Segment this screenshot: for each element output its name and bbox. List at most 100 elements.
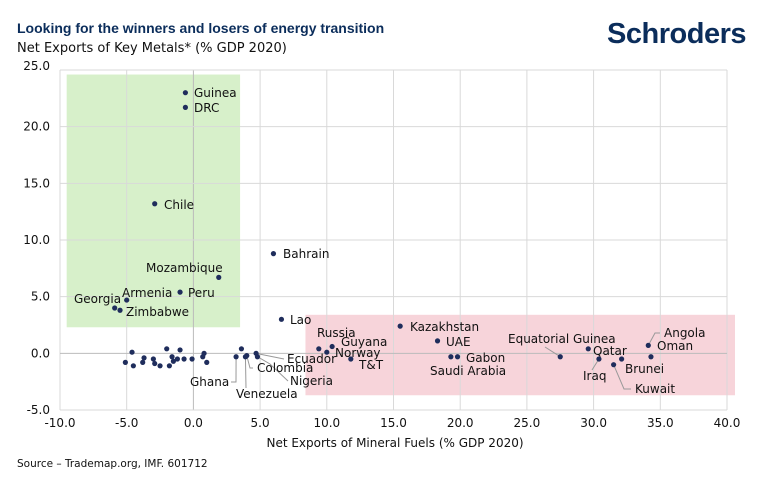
point-label-guyana: Guyana xyxy=(341,335,387,349)
point-label-saudi-arabia: Saudi Arabia xyxy=(430,364,506,378)
data-point xyxy=(152,360,158,367)
y-tick-label: 10.0 xyxy=(23,233,50,247)
point-label-norway: Norway xyxy=(335,346,381,360)
data-point xyxy=(170,358,176,364)
data-point xyxy=(130,363,136,369)
point-label-gabon: Gabon xyxy=(466,351,505,365)
leader-line-colombia xyxy=(246,355,253,369)
data-point xyxy=(177,347,183,353)
y-tick-label: 5.0 xyxy=(31,290,50,304)
data-point-nigeria xyxy=(254,354,261,360)
data-point xyxy=(189,356,195,362)
data-point xyxy=(181,356,187,362)
y-axis-label: Net Exports of Key Metals* (% GDP 2020) xyxy=(17,41,287,56)
x-tick-label: 15.0 xyxy=(380,416,407,430)
data-point-t-t xyxy=(348,356,354,362)
y-tick-label: 20.0 xyxy=(23,120,50,134)
point-label-guinea: Guinea xyxy=(194,86,237,100)
data-point-saudi-arabia xyxy=(448,354,454,360)
point-label-chile: Chile xyxy=(164,198,194,212)
data-point xyxy=(164,346,170,352)
data-point xyxy=(140,359,146,365)
data-point xyxy=(122,359,128,365)
data-point xyxy=(169,354,175,360)
point-label-equatorial-guinea: Equatorial Guinea xyxy=(508,332,616,346)
data-point xyxy=(174,356,180,362)
point-label-kuwait: Kuwait xyxy=(635,382,675,396)
data-point-equatorial-guinea xyxy=(557,354,563,360)
point-label-kazakhstan: Kazakhstan xyxy=(410,320,479,334)
point-label-iraq: Iraq xyxy=(583,369,606,383)
data-point-guyana xyxy=(329,343,335,350)
data-point-kazakhstan xyxy=(397,323,403,329)
leader-line-kuwait xyxy=(613,364,631,390)
point-label-ecuador: Ecuador xyxy=(287,352,336,366)
x-tick-label: 25.0 xyxy=(514,416,541,430)
data-point-qatar xyxy=(585,346,591,352)
x-axis-label: Net Exports of Mineral Fuels (% GDP 2020… xyxy=(266,436,524,450)
data-point-ghana xyxy=(233,354,239,360)
data-point-guinea xyxy=(182,90,188,96)
leader-line-nigeria xyxy=(257,356,289,382)
x-tick-label: 5.0 xyxy=(251,416,270,430)
data-point-lao xyxy=(278,316,285,322)
point-label-brunei: Brunei xyxy=(625,362,664,376)
data-point xyxy=(157,363,163,369)
data-point-bahrain xyxy=(270,251,277,257)
point-label-uae: UAE xyxy=(446,335,471,349)
y-tick-label: 15.0 xyxy=(23,176,50,190)
y-tick-label: -5.0 xyxy=(27,403,50,417)
leader-line-equatorial-guinea xyxy=(544,346,561,358)
point-label-zimbabwe: Zimbabwe xyxy=(126,305,189,319)
data-point xyxy=(129,349,135,355)
data-point-norway xyxy=(324,349,330,355)
x-tick-label: 10.0 xyxy=(313,416,340,430)
point-label-georgia: Georgia xyxy=(74,292,121,306)
point-label-russia: Russia xyxy=(317,326,356,340)
highlight-region-winners xyxy=(66,74,241,328)
data-point-armenia xyxy=(124,297,130,303)
schroders-logo: Schroders xyxy=(607,18,746,50)
data-point-brunei xyxy=(619,356,625,362)
source-note: Source – Trademap.org, IMF. 601712 xyxy=(17,458,208,470)
data-point xyxy=(166,363,172,369)
leader-line-ecuador xyxy=(255,352,285,360)
data-point xyxy=(201,350,207,356)
highlight-region-losers xyxy=(305,314,736,396)
y-tick-label: 25.0 xyxy=(23,59,50,73)
data-point-gabon xyxy=(454,354,461,360)
x-tick-label: -5.0 xyxy=(115,416,138,430)
data-point-oman xyxy=(648,354,654,360)
point-label-lao: Lao xyxy=(290,313,311,327)
x-tick-label: 35.0 xyxy=(647,416,674,430)
point-label-peru: Peru xyxy=(188,286,215,300)
data-point-venezuela xyxy=(242,354,249,360)
data-point-kuwait xyxy=(611,362,617,368)
point-label-ghana: Ghana xyxy=(190,375,229,389)
data-point-mozambique xyxy=(216,274,222,280)
data-point-russia xyxy=(316,346,322,352)
point-label-colombia: Colombia xyxy=(257,361,313,375)
point-label-t-t: T&T xyxy=(358,358,384,372)
data-point xyxy=(150,356,156,362)
leader-line-venezuela xyxy=(244,356,247,389)
point-label-bahrain: Bahrain xyxy=(283,247,329,261)
data-point-chile xyxy=(152,201,158,207)
leader-line-ghana xyxy=(231,356,237,383)
point-label-armenia: Armenia xyxy=(122,286,172,300)
data-point-uae xyxy=(434,338,441,344)
leader-line-angola xyxy=(647,332,660,346)
point-label-qatar: Qatar xyxy=(593,344,627,358)
point-label-angola: Angola xyxy=(664,326,705,340)
data-point-iraq xyxy=(596,356,602,362)
chart-title: Looking for the winners and losers of en… xyxy=(17,20,385,36)
y-tick-label: 0.0 xyxy=(31,346,50,360)
data-point xyxy=(141,355,147,361)
x-tick-label: 0.0 xyxy=(184,416,203,430)
data-point xyxy=(204,359,210,365)
x-tick-label: 20.0 xyxy=(447,416,474,430)
data-point xyxy=(238,346,245,352)
data-point-angola xyxy=(645,342,651,348)
point-label-venezuela: Venezuela xyxy=(236,387,298,401)
data-point-drc xyxy=(182,104,188,110)
